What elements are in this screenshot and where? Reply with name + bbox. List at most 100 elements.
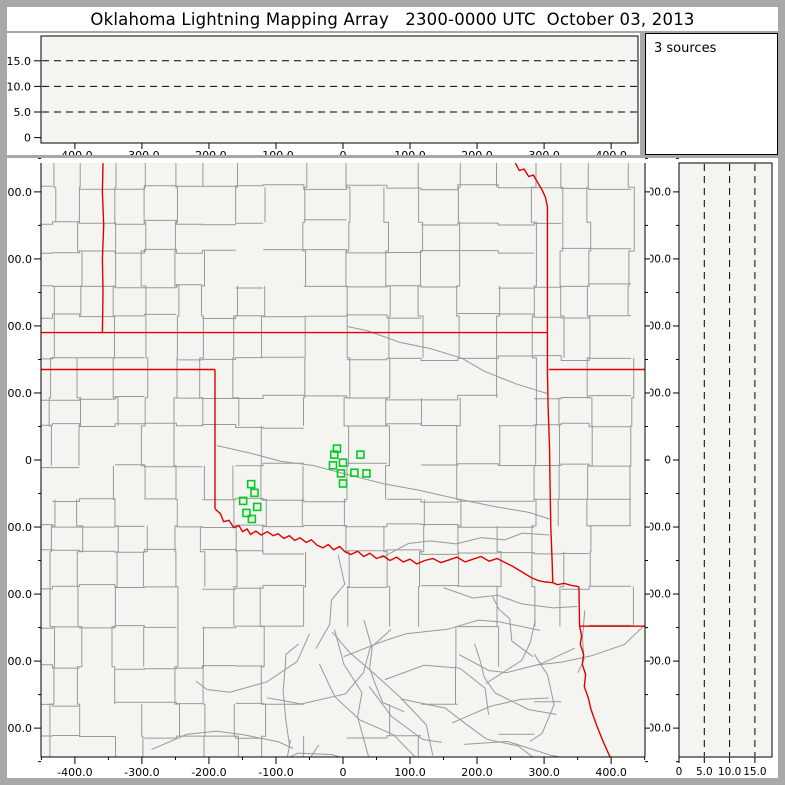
county-line [140, 163, 149, 757]
station-markers [238, 444, 371, 524]
y-tick-label: 100.0 [650, 387, 671, 399]
x-tick-label: -100.0 [258, 149, 293, 155]
county-line [41, 247, 632, 254]
county-line [464, 740, 563, 757]
x-tick-label: 15.0 [743, 766, 766, 778]
sources-count-label: 3 sources [654, 41, 717, 56]
x-tick-label: 400.0 [595, 766, 627, 778]
plot-area [678, 162, 773, 758]
x-tick-label: -400.0 [57, 766, 92, 778]
county-line [529, 653, 555, 742]
y-tick-label: 100.0 [7, 387, 32, 400]
y-tick-label: 300.0 [650, 253, 671, 265]
y-tick-label: -300.0 [650, 656, 671, 668]
county-line [334, 629, 370, 757]
county-line [492, 596, 534, 658]
x-tick-label: 100.0 [394, 149, 426, 155]
station-marker [252, 502, 262, 512]
x-tick-label: -100.0 [258, 766, 293, 778]
county-line [41, 664, 264, 670]
y-tick-label: 5.0 [14, 106, 32, 119]
x-tick-label: 200.0 [461, 766, 493, 778]
y-tick-label: 200.0 [7, 320, 32, 333]
state-border-line [578, 626, 611, 757]
county-line [315, 554, 346, 649]
station-marker [332, 444, 342, 453]
x-tick-label: 5.0 [696, 766, 713, 778]
state-border-line [552, 582, 580, 588]
county-line [288, 752, 342, 757]
state-border-line [514, 163, 549, 370]
station-marker [242, 508, 251, 518]
x-tick-label: 400.0 [595, 149, 627, 155]
y-tick-label: -400.0 [7, 722, 32, 735]
county-line [41, 548, 590, 555]
x-tick-label: -300.0 [124, 766, 159, 778]
x-tick-label: 200.0 [461, 149, 493, 155]
county-line [41, 219, 562, 226]
county-line [535, 624, 645, 666]
x-tick-label: 300.0 [528, 149, 560, 155]
station-marker [246, 479, 256, 489]
county-line [41, 422, 632, 429]
plot-area [41, 163, 645, 757]
county-line [41, 462, 632, 469]
county-line [199, 163, 206, 757]
station-marker [350, 468, 359, 478]
x-tick-label: 100.0 [394, 766, 426, 778]
plan-view-map-plot: 400.0 300.0 200.0 100.0 0 -100.0 -200.0 -300.0 -… [7, 158, 651, 778]
x-tick-label: -200.0 [191, 149, 226, 155]
county-line [363, 620, 405, 713]
county-line [52, 497, 632, 503]
x-tick-label: -400.0 [57, 149, 92, 155]
county-line [301, 163, 308, 757]
county-line [586, 163, 593, 587]
state-border-line [546, 369, 554, 583]
height-ew-panel: 15.0 10.0 5.0 0 -400.0 -300.0 -200.0 -100.0 0 100… [7, 33, 640, 155]
height-ew-plot: 15.0 10.0 5.0 0 -400.0 -300.0 -200.0 -100.0 0 100… [7, 35, 639, 155]
county-line [151, 730, 294, 751]
county-line [232, 163, 240, 757]
x-tick-label: 0 [340, 766, 347, 778]
state-border-line [578, 586, 581, 627]
county-line [458, 647, 575, 674]
station-marker [238, 496, 248, 506]
x-tick-label: 0 [340, 149, 347, 155]
county-line [384, 664, 490, 715]
y-tick-label: -200.0 [650, 589, 671, 601]
y-tick-label: 15.0 [7, 55, 31, 68]
county-line [344, 763, 380, 778]
y-tick-label: 10.0 [7, 80, 31, 93]
height-ns-plot: 400.0 300.0 200.0 100.0 0 -100.0 -200.0 -300.0 -… [650, 158, 773, 778]
county-line [343, 163, 351, 627]
county-line [41, 733, 535, 739]
county-line [400, 698, 534, 757]
y-tick-label: 400.0 [650, 186, 671, 198]
station-marker [328, 461, 338, 470]
station-marker [336, 469, 346, 478]
county-line [195, 633, 310, 693]
station-marker [338, 479, 348, 488]
page-title: Oklahoma Lightning Mapping Array 2300-00… [90, 9, 695, 29]
x-tick-label: 10.0 [718, 766, 741, 778]
county-line [452, 697, 549, 724]
y-tick-label: 0 [664, 455, 671, 467]
county-line [41, 283, 632, 289]
county-line [173, 163, 180, 737]
x-tick-label: -200.0 [191, 766, 226, 778]
y-tick-label: 0 [25, 454, 32, 467]
x-tick-label: 300.0 [528, 766, 560, 778]
county-line [474, 643, 557, 715]
county-line [286, 739, 291, 757]
plot-area [40, 35, 639, 144]
title-bar: Oklahoma Lightning Mapping Array 2300-00… [7, 7, 778, 31]
y-tick-label: 0 [24, 132, 31, 145]
y-tick-label: 400.0 [7, 186, 32, 199]
county-line [41, 701, 562, 707]
state-borders [41, 163, 645, 757]
county-line [310, 744, 320, 757]
state-border-line [214, 508, 553, 584]
river-line [216, 445, 550, 520]
river-line [380, 532, 550, 559]
y-tick-label: -300.0 [7, 655, 32, 668]
